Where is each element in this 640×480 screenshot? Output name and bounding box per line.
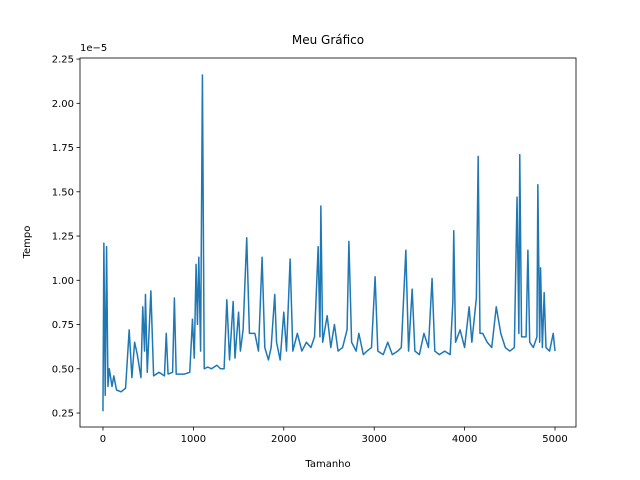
y-tick-label: 2.25 [52, 55, 74, 66]
chart-title: Meu Gráfico [292, 33, 364, 47]
x-tick-label: 3000 [361, 434, 386, 445]
x-tick-label: 0 [100, 434, 106, 445]
x-tick-label: 5000 [542, 434, 567, 445]
y-tick-label: 1.75 [52, 143, 74, 154]
y-tick-label: 1.50 [52, 187, 74, 198]
data-line [102, 74, 556, 412]
y-tick-label: 1.25 [52, 232, 74, 243]
offset-label: 1e−5 [80, 43, 107, 54]
y-tick-label: 0.75 [52, 320, 74, 331]
y-tick-label: 0.50 [52, 364, 74, 375]
x-tick-label: 4000 [452, 434, 477, 445]
x-tick-label: 1000 [181, 434, 206, 445]
y-axis-label: Tempo [22, 226, 33, 260]
plot-frame [79, 57, 577, 428]
x-tick-label: 2000 [271, 434, 296, 445]
y-tick-label: 0.25 [52, 409, 74, 420]
x-axis-label: Tamanho [304, 459, 350, 470]
y-tick-label: 2.00 [52, 99, 74, 110]
y-tick-label: 1.00 [52, 276, 74, 287]
